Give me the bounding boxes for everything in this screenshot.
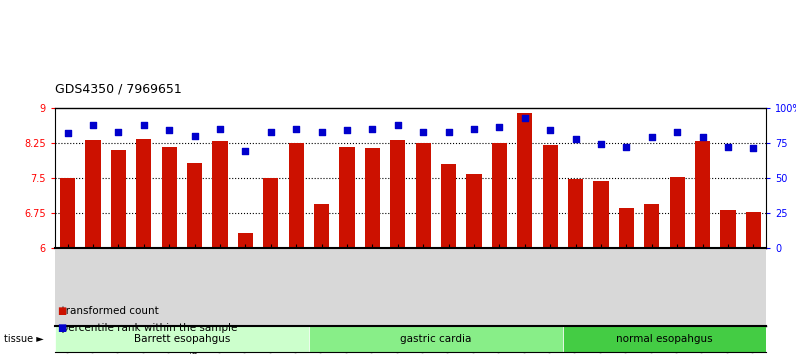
Bar: [365, 148, 380, 248]
Bar: [720, 210, 736, 248]
Bar: [466, 174, 482, 248]
Text: ■: ■: [57, 323, 67, 333]
Bar: [669, 177, 685, 248]
Bar: [60, 178, 76, 248]
Point: [544, 127, 556, 133]
Bar: [563, 326, 766, 352]
Point: [417, 129, 430, 135]
Point: [61, 130, 74, 136]
Point: [518, 115, 531, 120]
Point: [163, 127, 176, 133]
Bar: [492, 143, 507, 248]
Bar: [309, 326, 563, 352]
Bar: [263, 178, 279, 248]
Point: [493, 125, 505, 130]
Bar: [187, 163, 202, 248]
Bar: [85, 139, 101, 248]
Point: [747, 145, 759, 151]
Point: [213, 126, 226, 132]
Point: [646, 135, 658, 140]
Point: [264, 129, 277, 135]
Bar: [162, 147, 177, 248]
Point: [696, 135, 709, 140]
Text: percentile rank within the sample: percentile rank within the sample: [55, 323, 237, 333]
Point: [392, 122, 404, 127]
Bar: [339, 147, 355, 248]
Bar: [517, 113, 533, 248]
Bar: [746, 212, 761, 248]
Point: [366, 126, 379, 132]
Point: [671, 129, 684, 135]
Bar: [695, 142, 710, 248]
Bar: [644, 205, 659, 248]
Point: [189, 133, 201, 139]
Bar: [618, 208, 634, 248]
Point: [595, 141, 607, 147]
Point: [443, 129, 455, 135]
Bar: [136, 139, 151, 248]
Point: [341, 127, 353, 133]
Bar: [111, 150, 126, 248]
Bar: [238, 233, 253, 248]
Point: [315, 129, 328, 135]
Bar: [593, 181, 609, 248]
Point: [620, 144, 633, 150]
Point: [290, 126, 302, 132]
Point: [138, 122, 150, 127]
Bar: [416, 143, 431, 248]
Bar: [568, 179, 583, 248]
Text: tissue ►: tissue ►: [4, 334, 44, 344]
Bar: [390, 139, 405, 248]
Bar: [289, 143, 304, 248]
Text: ■: ■: [57, 306, 67, 316]
Point: [239, 148, 252, 154]
Bar: [213, 142, 228, 248]
Point: [87, 122, 100, 127]
Text: normal esopahgus: normal esopahgus: [616, 334, 712, 344]
Text: gastric cardia: gastric cardia: [400, 334, 471, 344]
Point: [467, 126, 480, 132]
Bar: [441, 164, 456, 248]
Bar: [314, 205, 330, 248]
Point: [569, 136, 582, 142]
Point: [112, 129, 125, 135]
Bar: [55, 326, 309, 352]
Bar: [543, 145, 558, 248]
Text: Barrett esopahgus: Barrett esopahgus: [134, 334, 230, 344]
Point: [721, 144, 734, 150]
Text: GDS4350 / 7969651: GDS4350 / 7969651: [55, 83, 181, 96]
Text: transformed count: transformed count: [55, 306, 158, 316]
